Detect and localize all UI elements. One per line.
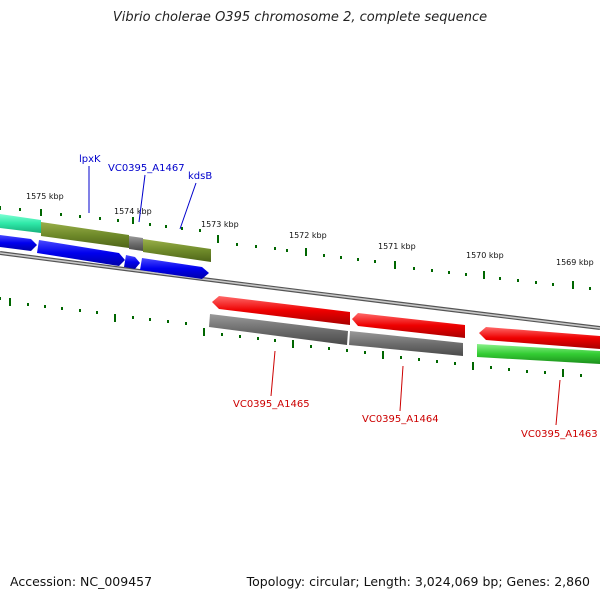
kbp-label-1570: 1570 kbp — [466, 251, 504, 260]
topology-stats-text: Topology: circular; Length: 3,024,069 bp… — [246, 574, 590, 589]
gene-vc0395-a1463-segment[interactable] — [477, 344, 600, 364]
gene-arrow-blue-1[interactable] — [0, 235, 37, 251]
gene-label-vc0395-a1465: VC0395_A1465 — [233, 399, 310, 410]
forward-leader-lines — [88, 166, 197, 230]
reverse-leader-lines — [270, 350, 561, 426]
kbp-label-1572: 1572 kbp — [289, 231, 327, 240]
gene-arrow-blue-2[interactable] — [37, 240, 125, 266]
accession-text: Accession: NC_009457 — [10, 574, 153, 589]
lower-ticks — [0, 297, 582, 377]
backbone-inner — [0, 252, 600, 329]
map-title: Vibrio cholerae O395 chromosome 2, compl… — [112, 10, 488, 25]
gene-arrow-blue-3[interactable] — [124, 255, 140, 269]
kbp-label-1573: 1573 kbp — [201, 220, 239, 229]
gene-label-vc0395-a1463: VC0395_A1463 — [521, 429, 598, 440]
gene-label-kdsb: kdsB — [188, 171, 212, 182]
gene-arrow-red-1[interactable] — [212, 296, 350, 325]
gene-arrow-red-2[interactable] — [352, 313, 465, 338]
gene-arrow-blue-4[interactable] — [140, 258, 209, 279]
gene-label-vc0395-a1464: VC0395_A1464 — [362, 414, 439, 425]
gene-teal-segment[interactable] — [0, 214, 41, 233]
gene-vc0395-a1464-segment[interactable] — [349, 331, 463, 356]
gene-lpxk-segment[interactable] — [41, 222, 129, 248]
kbp-label-1569: 1569 kbp — [556, 258, 594, 267]
gene-kdsb-segment[interactable] — [143, 239, 211, 262]
gene-label-lpxk: lpxK — [79, 154, 101, 165]
kbp-label-1574: 1574 kbp — [114, 207, 152, 216]
gene-arrow-red-3[interactable] — [479, 327, 600, 349]
upper-ticks — [0, 206, 591, 290]
kbp-label-1571: 1571 kbp — [378, 242, 416, 251]
gene-label-vc0395-a1467: VC0395_A1467 — [108, 163, 185, 174]
gene-vc0395-a1467-segment[interactable] — [129, 236, 143, 251]
gene-vc0395-a1465-segment[interactable] — [209, 314, 348, 345]
kbp-label-1575: 1575 kbp — [26, 192, 64, 201]
